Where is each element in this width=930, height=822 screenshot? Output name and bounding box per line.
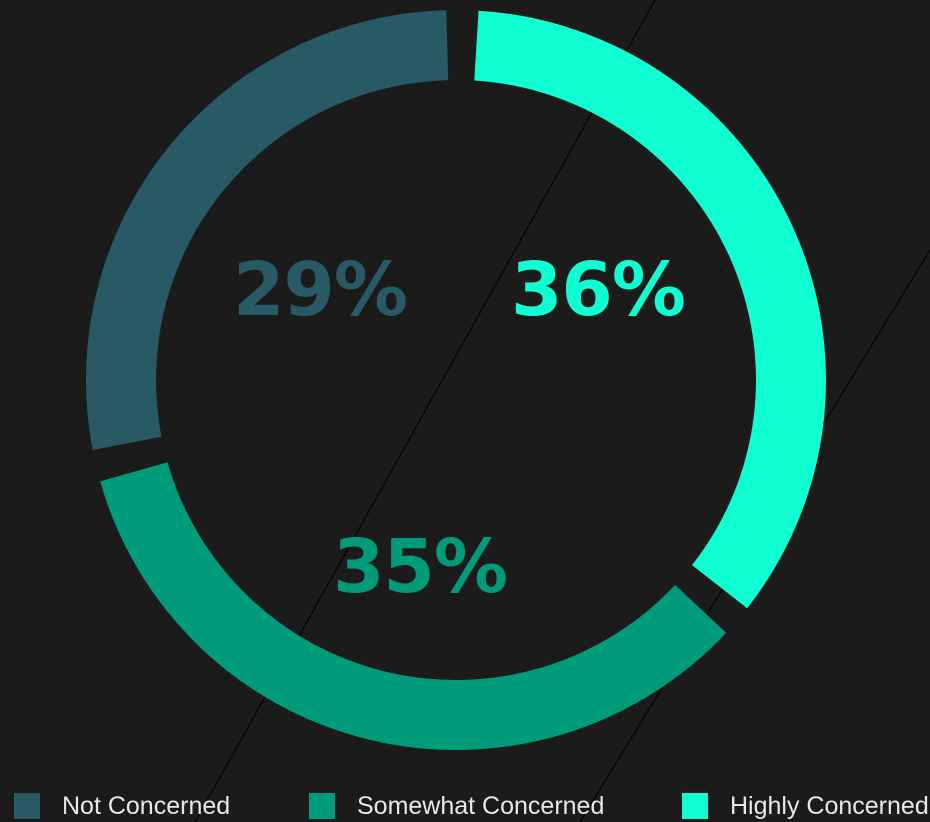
slices-layer bbox=[85, 10, 826, 750]
legend-label-highly-concerned: Highly Concerned bbox=[730, 791, 929, 820]
legend-item-somewhat-concerned: Somewhat Concerned bbox=[309, 790, 604, 822]
legend-item-highly-concerned: Highly Concerned bbox=[682, 790, 929, 822]
data-label-not-concerned: 29% bbox=[233, 247, 407, 333]
data-label-highly-concerned: 36% bbox=[511, 247, 685, 333]
legend-swatch-somewhat-concerned bbox=[309, 793, 335, 819]
legend-label-somewhat-concerned: Somewhat Concerned bbox=[357, 791, 605, 820]
legend-label-not-concerned: Not Concerned bbox=[62, 791, 231, 820]
slice-highly-concerned bbox=[474, 10, 826, 609]
legend-swatch-highly-concerned bbox=[682, 793, 708, 819]
slice-not-concerned bbox=[85, 10, 449, 450]
labels-layer: 29% 35% 36% bbox=[233, 247, 686, 610]
legend: Not Concerned Somewhat Concerned Highly … bbox=[0, 790, 930, 822]
slice-somewhat-concerned bbox=[100, 462, 727, 750]
data-label-somewhat-concerned: 35% bbox=[333, 524, 507, 610]
legend-swatch-not-concerned bbox=[14, 793, 40, 819]
legend-item-not-concerned: Not Concerned bbox=[14, 790, 230, 822]
